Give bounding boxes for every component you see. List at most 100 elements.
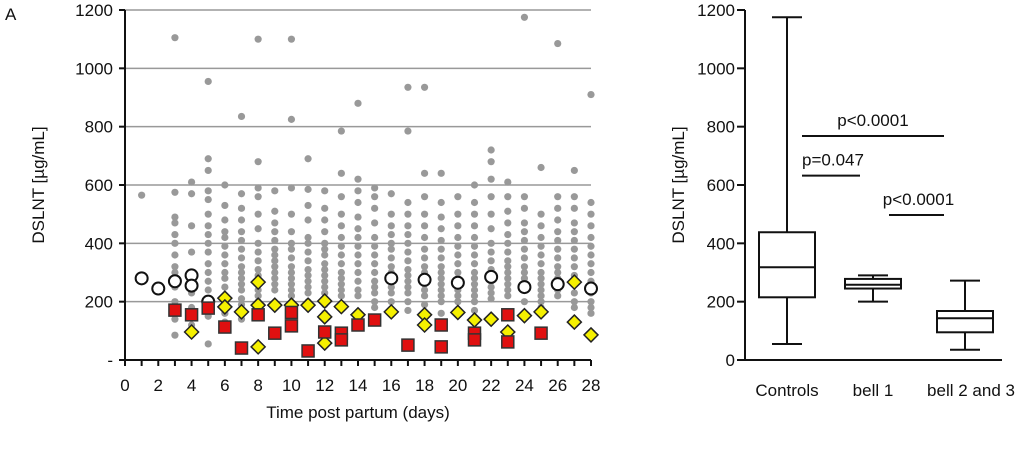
gray-data-point bbox=[437, 286, 445, 294]
gray-data-point bbox=[171, 230, 179, 239]
gray-data-point bbox=[354, 242, 362, 250]
p-value-label: p<0.0001 bbox=[837, 111, 908, 130]
gray-data-point bbox=[537, 280, 545, 288]
gray-data-point bbox=[420, 245, 429, 253]
left-x-axis-label: Time post partum (days) bbox=[266, 403, 450, 422]
gray-data-point bbox=[254, 210, 262, 218]
gray-data-point bbox=[287, 115, 296, 123]
gray-data-point bbox=[287, 228, 296, 236]
gray-data-point bbox=[537, 222, 545, 230]
gray-data-point bbox=[470, 274, 479, 282]
y-tick-label: 1000 bbox=[697, 59, 735, 78]
gray-data-point bbox=[420, 222, 429, 230]
gray-data-point bbox=[470, 181, 479, 189]
gray-data-point bbox=[487, 248, 495, 256]
gray-data-point bbox=[287, 254, 296, 262]
gray-data-point bbox=[271, 280, 279, 288]
gray-data-point bbox=[437, 263, 445, 271]
gray-data-point bbox=[204, 260, 212, 268]
gray-data-point bbox=[387, 298, 395, 306]
gray-data-point bbox=[520, 298, 529, 306]
gray-data-point bbox=[221, 251, 229, 259]
gray-data-point bbox=[271, 207, 279, 215]
gray-data-point bbox=[337, 292, 345, 300]
red-square-point bbox=[218, 320, 232, 334]
gray-data-point bbox=[321, 239, 329, 247]
gray-data-point bbox=[454, 298, 462, 306]
open-circle-point bbox=[584, 281, 598, 296]
gray-data-point bbox=[371, 289, 379, 297]
red-square-point bbox=[184, 308, 199, 322]
gray-data-point bbox=[537, 260, 545, 268]
yellow-diamond-point bbox=[250, 338, 267, 355]
yellow-diamond-point bbox=[566, 274, 583, 291]
gray-data-point bbox=[371, 268, 379, 277]
gray-data-point bbox=[237, 295, 246, 303]
gray-data-point bbox=[537, 298, 545, 306]
gray-data-point bbox=[437, 309, 445, 317]
gray-data-point bbox=[570, 245, 578, 253]
gray-data-point bbox=[420, 83, 429, 91]
gray-data-point bbox=[420, 210, 429, 218]
gray-data-point bbox=[504, 280, 512, 288]
gray-data-point bbox=[570, 193, 578, 201]
yellow-diamond-point bbox=[183, 323, 200, 341]
red-square-point bbox=[367, 313, 382, 327]
gray-data-point bbox=[470, 292, 479, 300]
gray-data-point bbox=[387, 222, 395, 230]
gray-data-point bbox=[487, 283, 495, 291]
gray-data-point bbox=[304, 289, 312, 297]
gray-data-point bbox=[304, 257, 312, 265]
gray-data-point bbox=[537, 210, 545, 218]
gray-data-point bbox=[237, 216, 246, 224]
gray-data-point bbox=[487, 210, 495, 218]
gray-data-point bbox=[354, 268, 362, 277]
gray-data-point bbox=[404, 222, 412, 230]
gray-data-point bbox=[487, 175, 495, 183]
gray-data-point bbox=[287, 263, 296, 271]
gray-data-point bbox=[171, 331, 179, 339]
gray-data-point bbox=[587, 242, 595, 250]
gray-data-point bbox=[271, 274, 279, 282]
gray-data-point bbox=[271, 263, 279, 271]
gray-data-point bbox=[387, 245, 395, 253]
x-tick-label: 4 bbox=[187, 376, 196, 395]
y-tick-label: 1200 bbox=[697, 1, 735, 20]
gray-data-point bbox=[537, 268, 545, 277]
gray-data-point bbox=[337, 280, 345, 288]
gray-data-point bbox=[171, 239, 179, 247]
gray-data-point bbox=[537, 274, 545, 282]
gray-data-point bbox=[287, 280, 296, 288]
gray-data-point bbox=[321, 283, 329, 291]
gray-data-point bbox=[420, 300, 429, 309]
gray-data-point bbox=[254, 193, 262, 201]
gray-data-point bbox=[470, 260, 479, 268]
gray-data-point bbox=[437, 213, 445, 221]
gray-data-point bbox=[138, 191, 146, 199]
gray-data-point bbox=[354, 99, 362, 107]
gray-data-point bbox=[504, 286, 512, 294]
gray-data-point bbox=[470, 280, 479, 288]
gray-data-point bbox=[570, 204, 578, 212]
gray-data-point bbox=[570, 219, 578, 227]
gray-data-point bbox=[171, 213, 179, 221]
gray-data-point bbox=[271, 257, 279, 265]
gray-data-point bbox=[587, 222, 595, 230]
y-tick-label: 1200 bbox=[75, 1, 113, 20]
yellow-diamond-point bbox=[300, 297, 317, 314]
gray-data-point bbox=[437, 198, 445, 207]
gray-data-point bbox=[337, 210, 345, 218]
red-square-point bbox=[251, 308, 265, 322]
gray-data-point bbox=[454, 268, 462, 277]
red-square-point bbox=[201, 301, 215, 315]
gray-data-point bbox=[504, 193, 512, 201]
x-tick-label: 0 bbox=[120, 376, 129, 395]
gray-data-point bbox=[454, 251, 462, 259]
x-tick-label: 18 bbox=[415, 376, 434, 395]
gray-data-point bbox=[221, 228, 229, 236]
gray-data-point bbox=[171, 315, 179, 323]
gray-data-point bbox=[337, 222, 345, 230]
gray-data-point bbox=[587, 268, 595, 277]
gray-data-point bbox=[454, 210, 462, 218]
gray-data-point bbox=[404, 198, 412, 207]
